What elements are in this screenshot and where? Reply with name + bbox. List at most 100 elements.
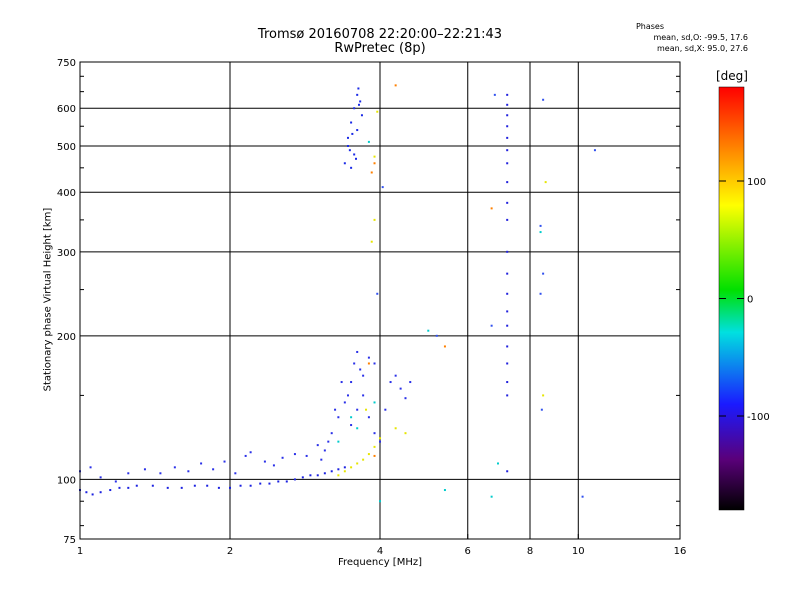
data-point	[490, 207, 493, 210]
x-axis-label: Frequency [MHz]	[337, 557, 423, 568]
x-tick-label: 10	[572, 546, 585, 557]
data-point	[506, 394, 509, 397]
x-tick-label: 2	[227, 546, 233, 557]
data-point	[373, 445, 376, 448]
data-point	[370, 240, 373, 243]
data-point	[409, 381, 412, 384]
data-point	[353, 153, 356, 156]
data-point	[506, 470, 509, 473]
data-point	[353, 107, 356, 110]
data-point	[343, 466, 346, 469]
data-point	[404, 397, 407, 400]
x-tick-label: 1	[77, 546, 83, 557]
data-point	[244, 454, 247, 457]
data-point	[506, 125, 509, 128]
data-point	[435, 334, 438, 337]
data-point	[506, 250, 509, 253]
colorbar-ticks: 100 0 -100	[719, 177, 770, 423]
data-points	[79, 84, 596, 503]
data-point	[376, 110, 379, 113]
data-point	[373, 401, 376, 404]
data-point	[399, 387, 402, 390]
data-point	[272, 464, 275, 467]
data-point	[506, 272, 509, 275]
data-point	[539, 224, 542, 227]
data-point	[356, 129, 359, 132]
data-point	[343, 401, 346, 404]
data-point	[159, 472, 162, 475]
data-point	[443, 489, 446, 492]
colorbar-tick-label: 100	[747, 177, 766, 188]
data-point	[354, 157, 357, 160]
y-tick-label: 400	[57, 188, 76, 199]
data-point	[193, 484, 196, 487]
data-point	[496, 462, 499, 465]
x-tick-label: 8	[527, 546, 533, 557]
phases-o-mode: mean, sd,O: -99.5, 17.6	[653, 33, 748, 42]
data-point	[293, 453, 296, 456]
data-point	[239, 484, 242, 487]
data-point	[89, 466, 92, 469]
data-point	[404, 432, 407, 435]
data-point	[118, 486, 121, 489]
data-point	[259, 482, 262, 485]
data-point	[337, 416, 340, 419]
y-tick-label: 75	[63, 535, 76, 546]
data-point	[379, 437, 381, 440]
data-point	[365, 408, 368, 411]
data-point	[346, 136, 349, 139]
data-point	[506, 381, 509, 384]
data-point	[109, 489, 112, 492]
colorbar-tick-label: -100	[747, 412, 770, 423]
data-point	[379, 500, 381, 503]
data-point	[351, 132, 354, 135]
data-point	[305, 454, 308, 457]
data-point	[367, 356, 370, 359]
data-point	[506, 149, 509, 152]
data-point	[373, 432, 376, 435]
data-point	[359, 368, 362, 371]
data-point	[384, 408, 387, 411]
data-point	[99, 491, 102, 494]
data-point	[490, 495, 493, 498]
data-point	[542, 394, 545, 397]
data-point	[343, 470, 346, 473]
data-point	[229, 486, 231, 489]
data-point	[114, 480, 117, 483]
data-point	[359, 100, 362, 103]
data-point	[506, 324, 509, 327]
data-point	[323, 472, 326, 475]
data-point	[337, 468, 340, 471]
data-point	[277, 480, 280, 483]
data-point	[350, 424, 353, 427]
data-point	[187, 470, 190, 473]
x-tick-label: 4	[377, 546, 383, 557]
data-point	[173, 466, 176, 469]
y-tick-label: 750	[57, 58, 76, 69]
y-tick-label: 100	[57, 475, 76, 486]
data-point	[376, 292, 379, 295]
data-point	[356, 350, 359, 353]
data-point	[379, 440, 381, 443]
data-point	[166, 486, 169, 489]
data-point	[350, 381, 353, 384]
data-point	[506, 201, 509, 204]
data-point	[217, 486, 220, 489]
axis-ticks: 1 2 4 6 8 10 16 75 100 200 300 400 500 600 750	[57, 58, 686, 557]
data-point	[337, 474, 340, 477]
data-point	[367, 453, 370, 456]
data-point	[506, 93, 509, 96]
data-point	[362, 374, 365, 377]
data-point	[85, 491, 88, 494]
data-point	[206, 484, 209, 487]
data-point	[350, 121, 353, 124]
data-point	[373, 362, 376, 365]
data-point	[373, 454, 376, 457]
data-point	[127, 472, 130, 475]
data-point	[506, 103, 509, 106]
data-point	[127, 486, 130, 489]
data-point	[348, 149, 351, 152]
phases-x-mode: mean, sd,X: 95.0, 27.6	[657, 44, 748, 53]
data-point	[506, 114, 509, 117]
data-point	[212, 468, 215, 471]
